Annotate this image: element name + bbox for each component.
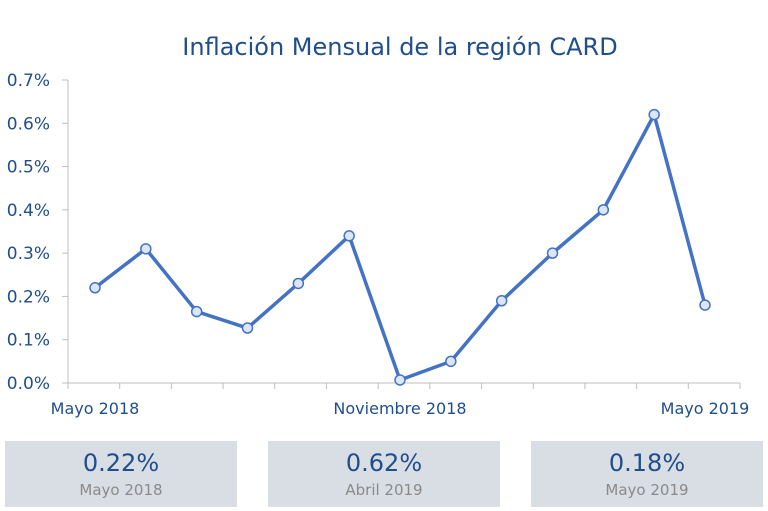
card-label: Abril 2019	[345, 481, 423, 499]
summary-card-end: 0.18% Mayo 2019	[531, 441, 763, 507]
card-label: Mayo 2019	[605, 481, 689, 499]
card-value: 0.62%	[345, 449, 423, 477]
data-point	[495, 295, 508, 307]
plot-area	[89, 108, 711, 386]
data-point	[292, 277, 305, 290]
data-point	[241, 322, 254, 334]
y-tick-label: 0.2%	[7, 287, 50, 307]
card-label: Mayo 2018	[79, 481, 163, 499]
data-point	[343, 230, 355, 242]
x-tick-label: Noviembre 2018	[333, 399, 466, 418]
card-value: 0.22%	[82, 449, 160, 477]
data-point	[140, 243, 152, 255]
data-point	[699, 299, 711, 311]
data-point	[89, 282, 101, 294]
y-tick-label: 0.1%	[7, 331, 50, 351]
line-chart: Inflación Mensual de la región CARD 0.0%…	[7, 33, 750, 418]
x-tick-label: Mayo 2019	[661, 399, 750, 418]
data-point	[190, 305, 203, 318]
x-axis: Mayo 2018 Noviembre 2018 Mayo 2019	[51, 382, 750, 418]
data-point	[648, 108, 660, 121]
x-tick-label: Mayo 2018	[51, 399, 140, 418]
summary-card-max: 0.62% Abril 2019	[268, 441, 500, 507]
summary-card-start: 0.22% Mayo 2018	[5, 441, 237, 507]
data-point	[546, 247, 559, 259]
y-tick-label: 0.3%	[7, 244, 50, 264]
y-axis: 0.0% 0.1% 0.2% 0.3% 0.4% 0.5% 0.6% 0.7%	[7, 71, 69, 394]
data-point	[394, 374, 406, 386]
y-tick-label: 0.4%	[7, 201, 50, 221]
data-point	[597, 204, 610, 216]
y-tick-label: 0.6%	[7, 114, 50, 134]
y-tick-label: 0.7%	[7, 71, 50, 91]
series-line	[93, 112, 707, 382]
chart-title: Inflación Mensual de la región CARD	[182, 33, 617, 61]
y-tick-label: 0.0%	[7, 374, 50, 394]
y-tick-label: 0.5%	[7, 158, 50, 178]
card-value: 0.18%	[608, 449, 686, 477]
summary-cards: 0.22% Mayo 2018 0.62% Abril 2019 0.18% M…	[5, 441, 763, 507]
data-point	[445, 355, 457, 368]
